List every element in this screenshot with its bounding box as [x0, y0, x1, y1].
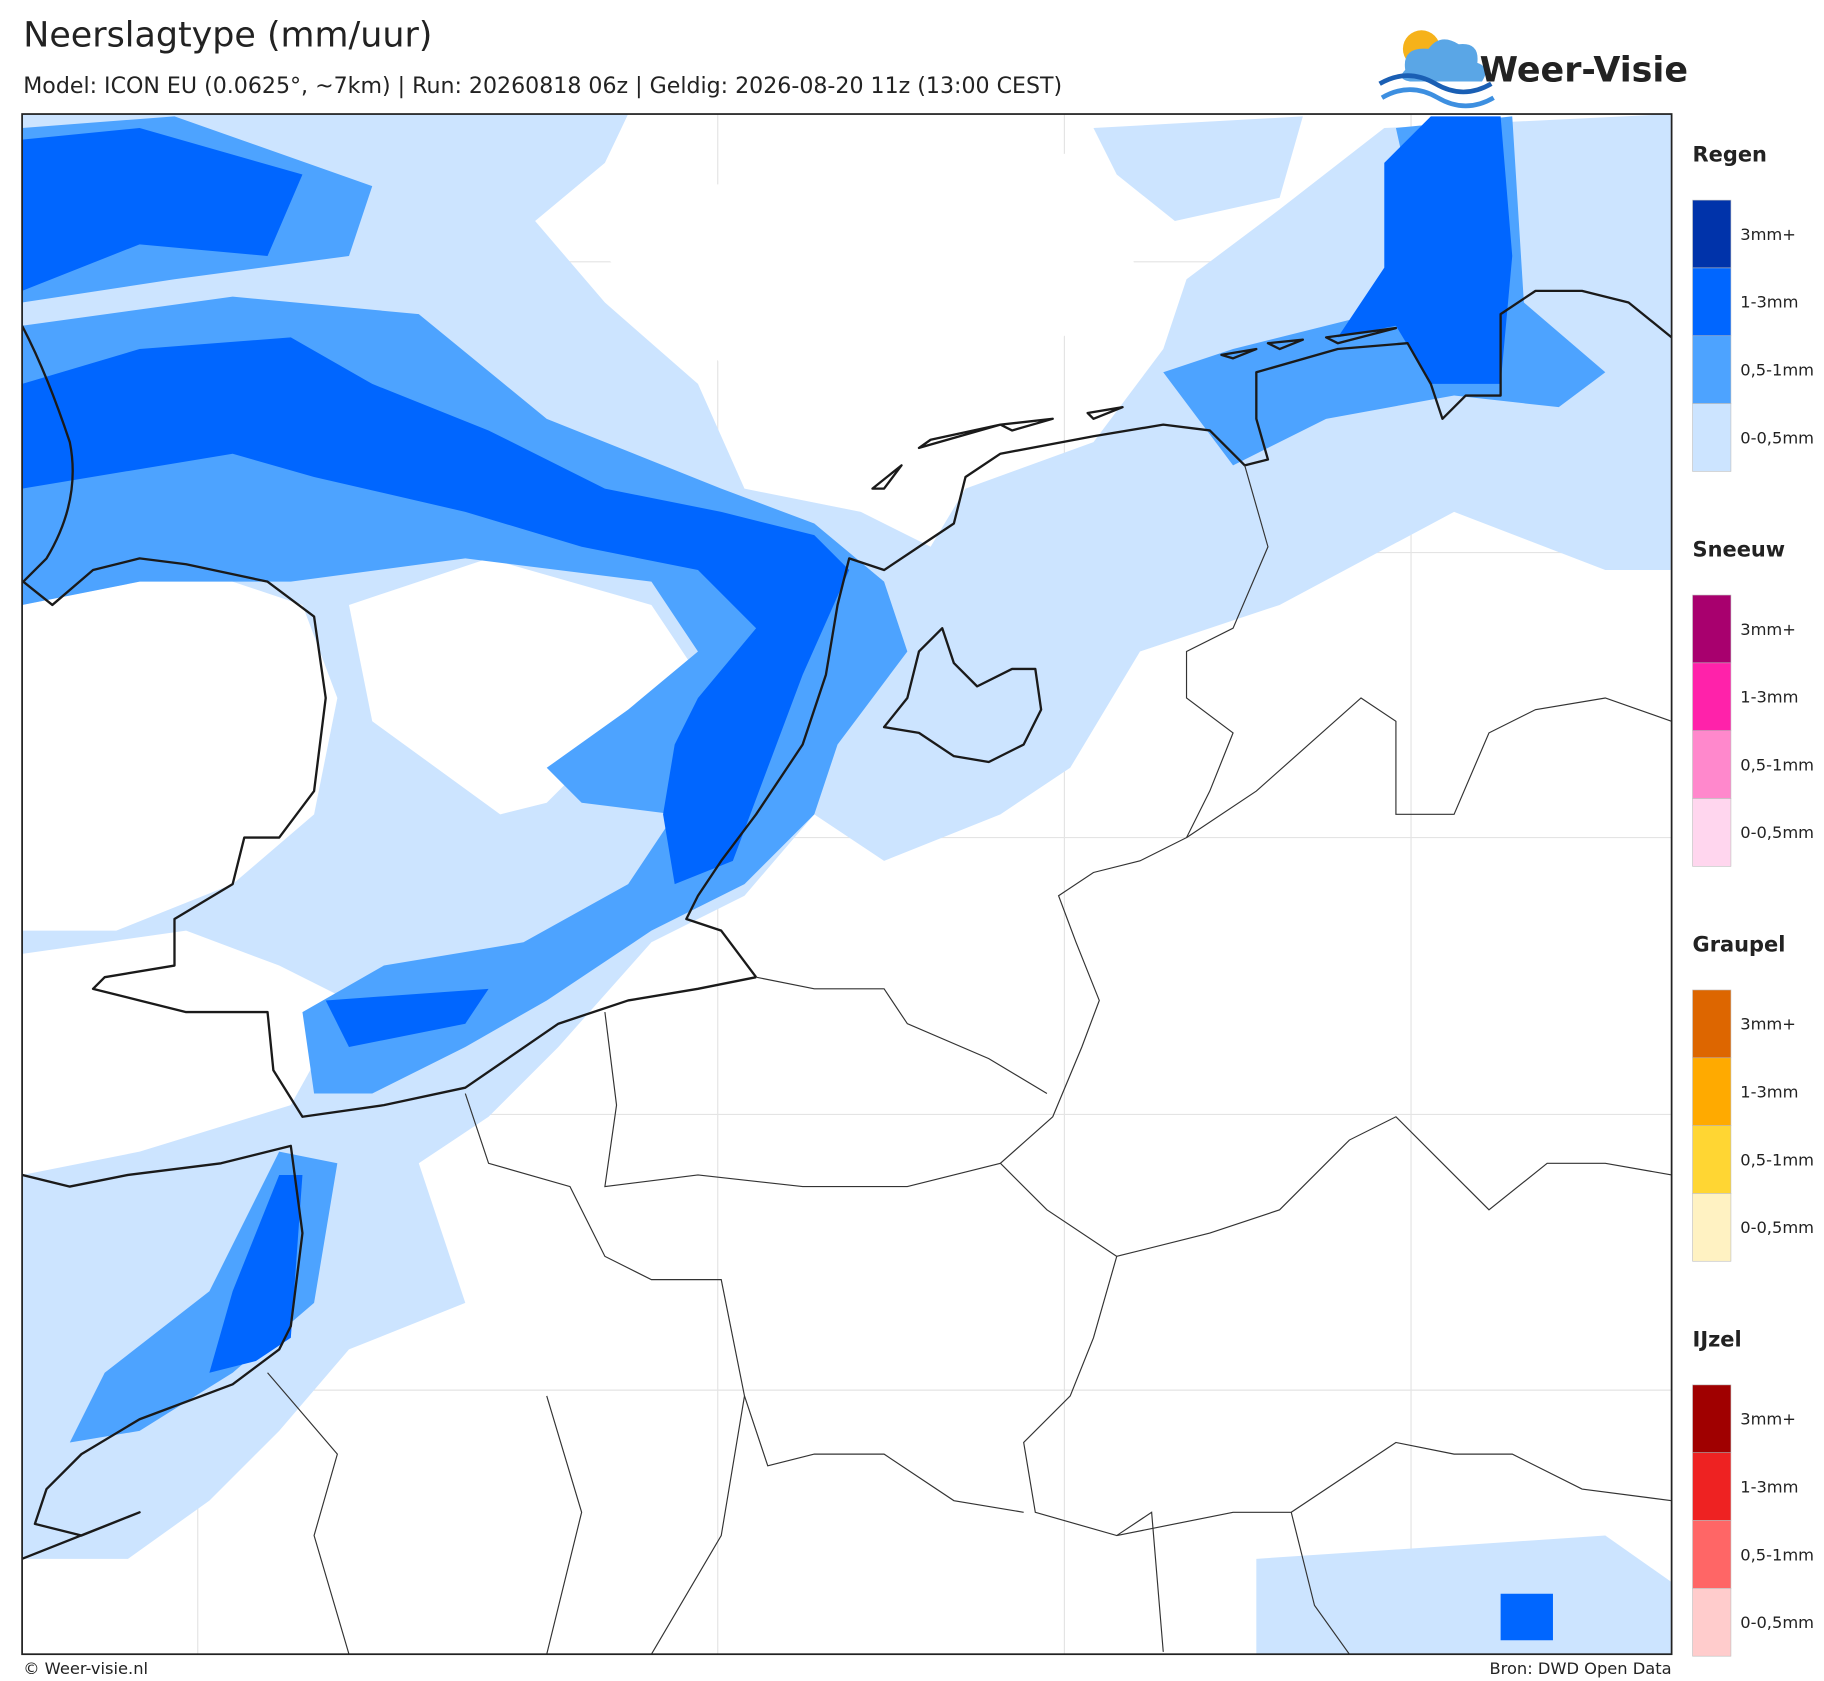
legend-label: 3mm+ [1740, 225, 1796, 244]
map [22, 114, 1672, 1655]
legend-swatch [1692, 199, 1732, 269]
legend-label: 0,5-1mm [1740, 1545, 1814, 1564]
legend-swatch [1692, 594, 1732, 664]
legend-swatch [1692, 1588, 1732, 1657]
precipitation [22, 114, 1672, 1655]
legend-swatch [1692, 989, 1732, 1059]
title: Neerslagtype (mm/uur) [23, 16, 432, 56]
footer-left: © Weer-visie.nl [23, 1659, 148, 1678]
legend: Regen 3mm+ 1-3mm 0,5-1mm 0-0,5mm Sneeuw 3mm+ 1-… [1692, 143, 1814, 1657]
footer-right: Bron: DWD Open Data [1489, 1659, 1671, 1678]
legend-group-title: Regen [1693, 143, 1767, 167]
legend-label: 1-3mm [1740, 1477, 1798, 1496]
legend-swatch [1692, 1125, 1732, 1194]
legend-label: 1-3mm [1740, 293, 1798, 312]
legend-swatch [1692, 1193, 1732, 1262]
legend-label: 0,5-1mm [1740, 755, 1814, 774]
map-frame [21, 113, 1673, 1656]
legend-swatch [1692, 1452, 1732, 1521]
legend-label: 1-3mm [1740, 1083, 1798, 1102]
legend-swatch [1692, 1057, 1732, 1126]
legend-swatch [1692, 730, 1732, 799]
legend-label: 0,5-1mm [1740, 1150, 1814, 1169]
legend-group-title: Graupel [1693, 933, 1786, 957]
coastlines [22, 289, 1672, 1560]
subtitle: Model: ICON EU (0.0625°, ~7km) | Run: 20… [23, 73, 1062, 99]
legend-label: 3mm+ [1740, 1410, 1796, 1429]
legend-swatch [1692, 1384, 1732, 1454]
legend-swatch [1692, 403, 1732, 472]
borders [267, 465, 1672, 1655]
legend-swatch [1692, 798, 1732, 867]
legend-label: 0,5-1mm [1740, 360, 1814, 379]
legend-label: 3mm+ [1740, 620, 1796, 639]
legend-swatch [1692, 662, 1732, 731]
legend-label: 0-0,5mm [1740, 1218, 1814, 1237]
logo-text: Weer-Visie [1480, 50, 1688, 90]
legend-swatch [1692, 267, 1732, 337]
legend-group-title: IJzel [1693, 1328, 1742, 1352]
legend-label: 0-0,5mm [1740, 428, 1814, 447]
legend-label: 3mm+ [1740, 1015, 1796, 1034]
legend-swatch [1692, 1520, 1732, 1589]
logo: Weer-Visie [1378, 30, 1688, 109]
legend-swatch [1692, 335, 1732, 404]
legend-label: 0-0,5mm [1740, 1613, 1814, 1632]
legend-label: 0-0,5mm [1740, 823, 1814, 842]
legend-label: 1-3mm [1740, 688, 1798, 707]
legend-group-title: Sneeuw [1693, 538, 1786, 562]
